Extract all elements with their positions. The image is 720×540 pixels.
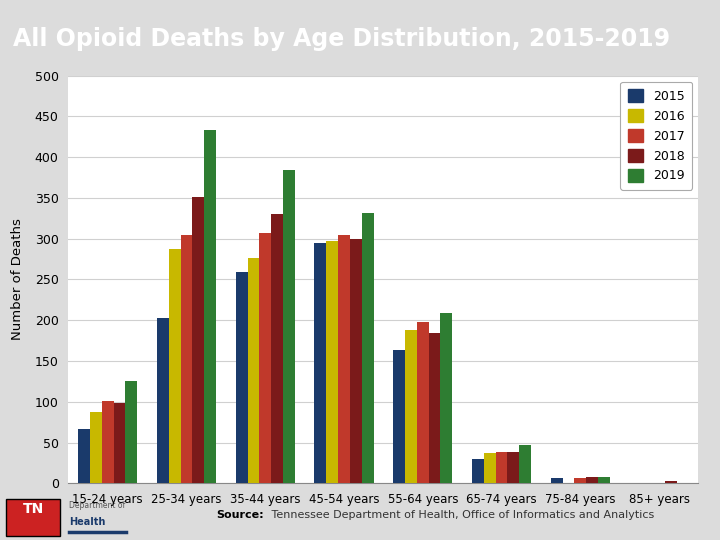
Bar	[90, 413, 102, 483]
Bar	[350, 239, 361, 483]
Bar	[551, 477, 562, 483]
Bar	[235, 272, 248, 483]
Bar	[157, 318, 168, 483]
Bar	[78, 429, 90, 483]
Bar	[259, 233, 271, 483]
Bar	[665, 481, 677, 483]
Bar	[575, 477, 586, 483]
Bar	[168, 249, 181, 483]
Bar	[248, 258, 259, 483]
Bar	[102, 401, 114, 483]
Text: Tennessee Department of Health, Office of Informatics and Analytics: Tennessee Department of Health, Office o…	[268, 510, 654, 520]
Bar	[428, 333, 441, 483]
Bar	[484, 453, 495, 483]
Text: Source:: Source:	[216, 510, 264, 520]
Bar	[125, 381, 138, 483]
Bar	[598, 477, 610, 483]
Bar	[326, 241, 338, 483]
Bar	[586, 477, 598, 483]
Bar	[441, 313, 452, 483]
Text: TN: TN	[22, 502, 44, 516]
Y-axis label: Number of Deaths: Number of Deaths	[11, 219, 24, 340]
Bar	[338, 235, 350, 483]
Bar	[271, 214, 283, 483]
Text: All Opioid Deaths by Age Distribution, 2015-2019: All Opioid Deaths by Age Distribution, 2…	[13, 26, 670, 51]
Bar	[508, 453, 519, 483]
FancyBboxPatch shape	[6, 499, 60, 536]
Bar	[114, 403, 125, 483]
Bar	[472, 459, 484, 483]
Text: Department of: Department of	[69, 501, 125, 510]
Bar	[405, 330, 417, 483]
Bar	[519, 445, 531, 483]
Bar	[315, 243, 326, 483]
Text: Health: Health	[69, 517, 106, 526]
Bar	[283, 170, 294, 483]
Bar	[495, 453, 508, 483]
Bar	[361, 213, 374, 483]
Bar	[393, 350, 405, 483]
Bar	[417, 322, 428, 483]
Bar	[204, 130, 216, 483]
Bar	[181, 235, 192, 483]
Legend: 2015, 2016, 2017, 2018, 2019: 2015, 2016, 2017, 2018, 2019	[621, 82, 692, 190]
Bar	[192, 197, 204, 483]
